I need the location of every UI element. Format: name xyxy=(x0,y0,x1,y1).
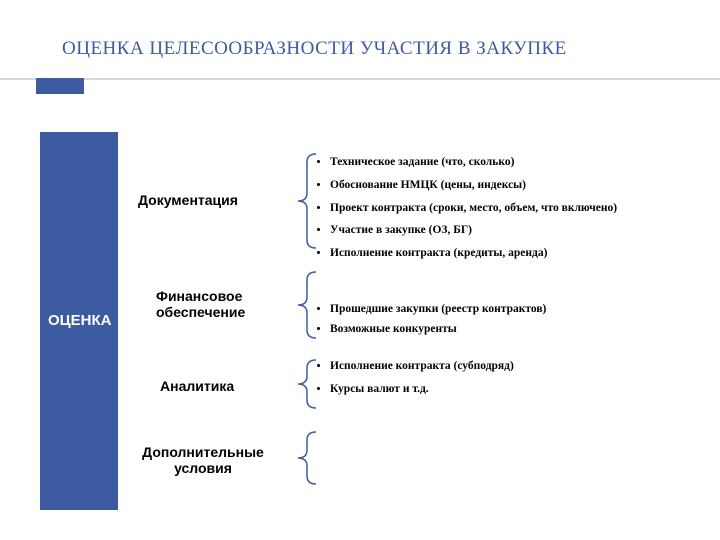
title-accent-block xyxy=(36,78,84,94)
bullet-group-0: Техническое задание (что, сколько) Обосно… xyxy=(330,156,617,270)
assessment-box-label: ОЦЕНКА xyxy=(48,312,111,329)
brace-1 xyxy=(296,270,318,340)
bullet-item: Исполнение контракта (кредиты, аренда) xyxy=(330,247,617,261)
bullet-item: Исполнение контракта (субподряд) xyxy=(330,360,514,374)
category-label-1: Финансовое обеспечение xyxy=(156,288,266,320)
bullet-item: Обоснование НМЦК (цены, индексы) xyxy=(330,179,617,193)
assessment-box: ОЦЕНКА xyxy=(40,132,118,510)
page-title: ОЦЕНКА ЦЕЛЕСООБРАЗНОСТИ УЧАСТИЯ В ЗАКУПК… xyxy=(62,38,567,60)
bullet-group-1: Прошедшие закупки (реестр контрактов) Воз… xyxy=(330,303,546,343)
bullet-item: Техническое задание (что, сколько) xyxy=(330,156,617,170)
bullet-item: Прошедшие закупки (реестр контрактов) xyxy=(330,303,546,317)
category-label-3: Дополнительные условия xyxy=(128,444,278,476)
brace-3 xyxy=(296,430,318,486)
bullet-item: Возможные конкуренты xyxy=(330,323,546,337)
bullet-item: Участие в закупке (ОЗ, БГ) xyxy=(330,224,617,238)
bullet-group-2: Исполнение контракта (субподряд) Курсы ва… xyxy=(330,360,514,406)
category-label-0: Документация xyxy=(138,192,228,208)
brace-2 xyxy=(296,358,318,410)
title-underline xyxy=(0,78,720,80)
category-label-2: Аналитика xyxy=(160,378,230,394)
bullet-item: Курсы валют и т.д. xyxy=(330,383,514,397)
brace-0 xyxy=(296,152,318,250)
bullet-item: Проект контракта (сроки, место, объем, ч… xyxy=(330,202,617,216)
